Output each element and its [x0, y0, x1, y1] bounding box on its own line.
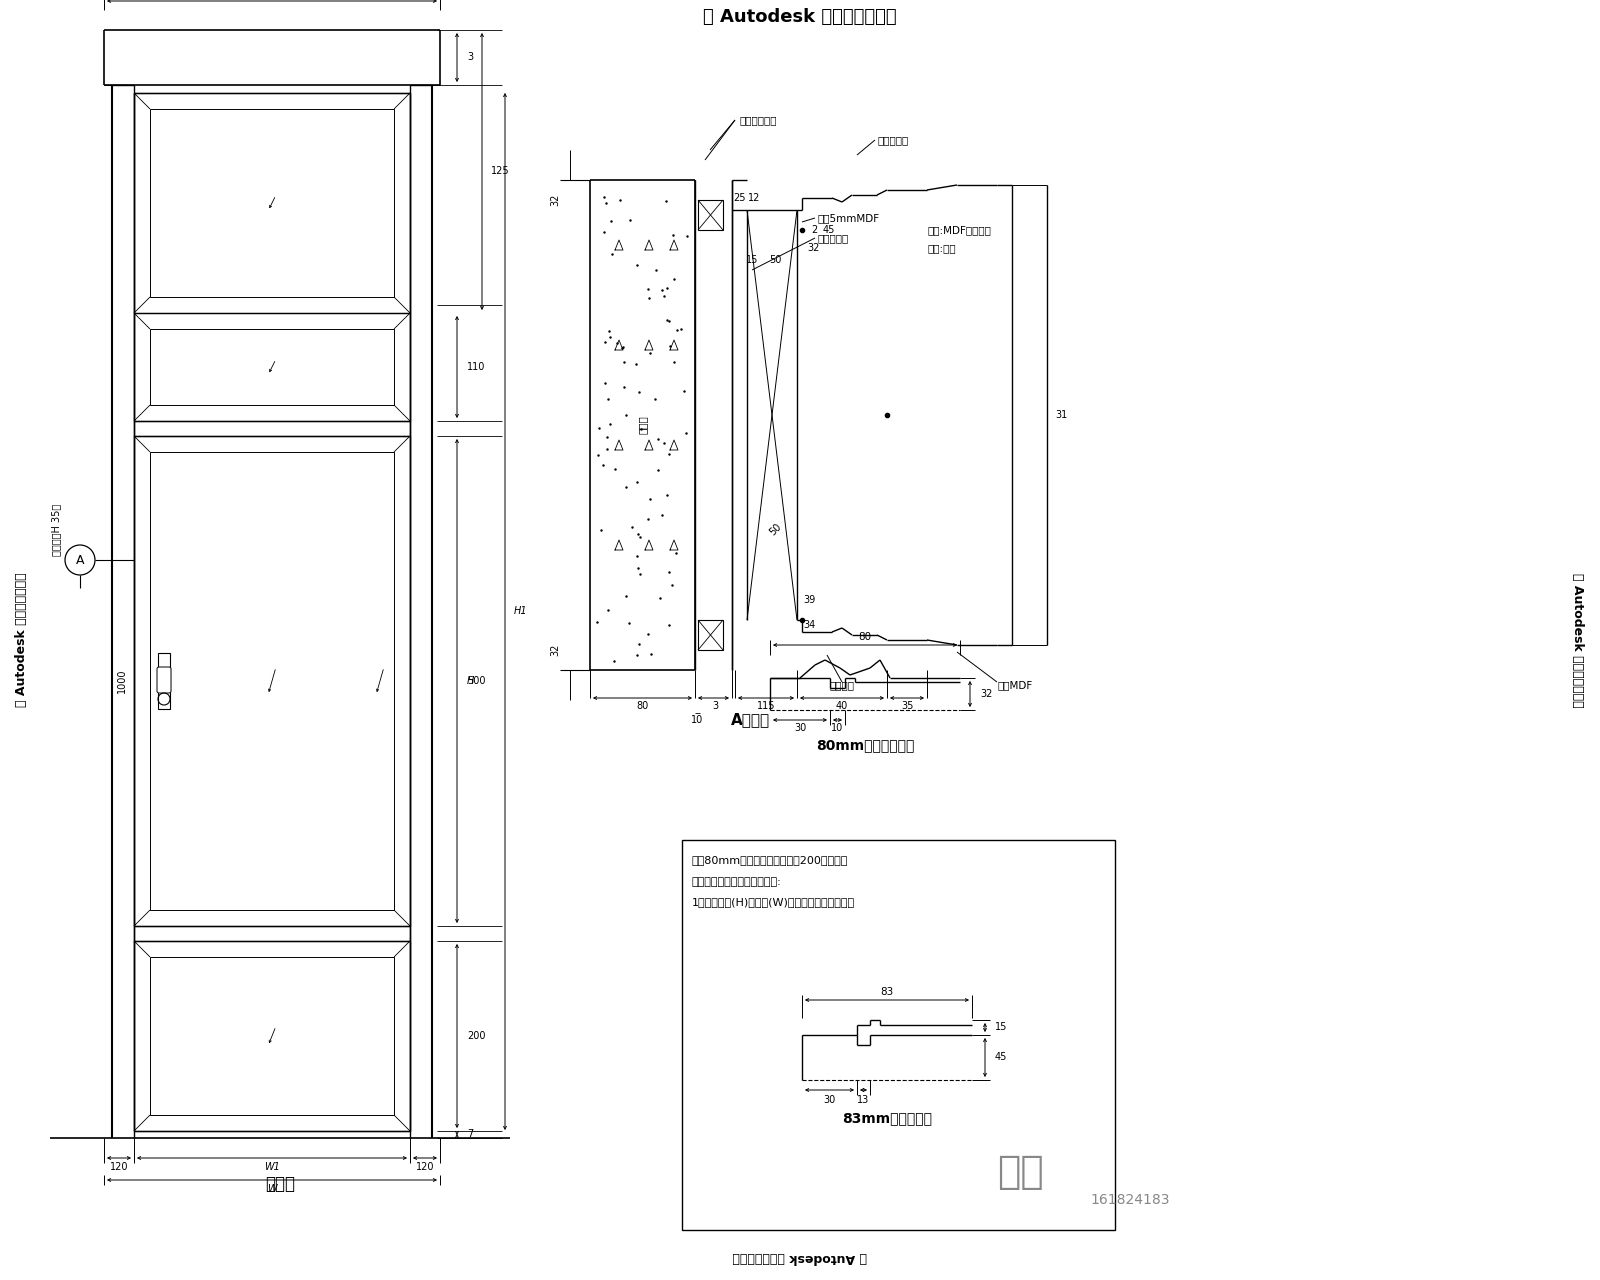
Text: 知末: 知末 — [997, 1153, 1043, 1190]
Text: 芯板MDF: 芯板MDF — [997, 680, 1032, 690]
Text: 混油:实木: 混油:实木 — [926, 243, 955, 253]
Text: 120: 120 — [416, 1162, 434, 1172]
Bar — [134, 941, 410, 1132]
Text: 由 Autodesk 教育版产品制作: 由 Autodesk 教育版产品制作 — [733, 1252, 867, 1265]
Text: 芯架集成材: 芯架集成材 — [818, 233, 848, 243]
Text: 面贴5mmMDF: 面贴5mmMDF — [818, 212, 878, 223]
Text: 83: 83 — [880, 987, 894, 997]
Bar — [158, 653, 170, 709]
Text: 32: 32 — [979, 689, 992, 699]
Text: 80: 80 — [637, 701, 648, 710]
Text: 10: 10 — [832, 723, 843, 733]
Text: A: A — [75, 553, 85, 567]
Text: 45: 45 — [822, 225, 835, 236]
Bar — [698, 620, 723, 650]
Text: 1、门座高度(H)及宽度(W)调整时，只调整中图。: 1、门座高度(H)及宽度(W)调整时，只调整中图。 — [691, 897, 854, 908]
Bar — [682, 840, 1115, 1230]
Text: 500: 500 — [467, 676, 485, 686]
Text: 115: 115 — [757, 701, 776, 710]
Text: 7: 7 — [467, 1129, 474, 1139]
Text: 2: 2 — [811, 225, 818, 236]
Text: 3: 3 — [712, 701, 718, 710]
Text: 门框高（H 35）: 门框高（H 35） — [51, 504, 61, 556]
Text: 15: 15 — [995, 1023, 1008, 1033]
Text: 110: 110 — [467, 362, 485, 372]
Text: 此款80mm套线相对应的底座高200（附图）: 此款80mm套线相对应的底座高200（附图） — [691, 855, 848, 865]
Text: 由 Autodesk 教育版产品制作: 由 Autodesk 教育版产品制作 — [16, 572, 29, 708]
Text: 32: 32 — [808, 243, 821, 253]
Bar — [134, 314, 410, 421]
Text: 13: 13 — [858, 1094, 870, 1105]
Bar — [150, 452, 394, 910]
Bar — [698, 200, 723, 230]
Text: H1: H1 — [514, 607, 528, 617]
Text: 39: 39 — [803, 595, 814, 605]
Text: 30: 30 — [824, 1094, 835, 1105]
Text: 32: 32 — [550, 644, 560, 657]
Text: 15: 15 — [746, 255, 758, 265]
Text: 立面图: 立面图 — [266, 1175, 294, 1193]
Text: 30: 30 — [794, 723, 806, 733]
Bar — [150, 329, 394, 404]
Text: 套线实木指接: 套线实木指接 — [739, 115, 778, 125]
Text: H: H — [467, 676, 474, 686]
Text: 125: 125 — [491, 166, 510, 177]
Text: W1: W1 — [264, 1162, 280, 1172]
Text: 套板多层板: 套板多层板 — [877, 134, 909, 145]
Bar — [134, 93, 410, 314]
Text: 31: 31 — [1054, 410, 1067, 420]
Text: 50: 50 — [770, 255, 781, 265]
Text: 1000: 1000 — [117, 668, 126, 694]
Text: 35: 35 — [901, 701, 914, 710]
Text: 3: 3 — [467, 52, 474, 63]
Text: A剖视图: A剖视图 — [731, 713, 770, 727]
Text: 实木封边: 实木封边 — [829, 680, 854, 690]
Text: 45: 45 — [995, 1052, 1008, 1062]
Text: 12: 12 — [747, 193, 760, 204]
Text: 80: 80 — [859, 632, 872, 643]
Bar — [134, 436, 410, 925]
Text: 墙厚门: 墙厚门 — [637, 416, 648, 434]
Text: 32: 32 — [550, 193, 560, 206]
Text: 25: 25 — [734, 193, 746, 204]
Text: 、部生产时门洞根常调节说明:: 、部生产时门洞根常调节说明: — [691, 877, 782, 887]
Text: 34: 34 — [803, 620, 814, 630]
Text: 由 Autodesk 教育版产品制作: 由 Autodesk 教育版产品制作 — [1571, 572, 1584, 708]
Text: 120: 120 — [110, 1162, 128, 1172]
Text: 161824183: 161824183 — [1090, 1193, 1170, 1207]
Text: 由 Autodesk 教育版产品制作: 由 Autodesk 教育版产品制作 — [702, 8, 898, 26]
Text: 清油:MDF包覆木皮: 清油:MDF包覆木皮 — [926, 225, 990, 236]
Bar — [150, 957, 394, 1115]
Bar — [150, 109, 394, 297]
Text: 80mm门套线大样图: 80mm门套线大样图 — [816, 739, 914, 751]
FancyBboxPatch shape — [157, 667, 171, 692]
Text: 83mm底座大样图: 83mm底座大样图 — [842, 1111, 931, 1125]
Text: 200: 200 — [467, 1030, 485, 1041]
Text: 10: 10 — [691, 716, 702, 724]
Text: W: W — [267, 1184, 277, 1194]
Text: 40: 40 — [835, 701, 848, 710]
Text: 50: 50 — [766, 522, 782, 538]
